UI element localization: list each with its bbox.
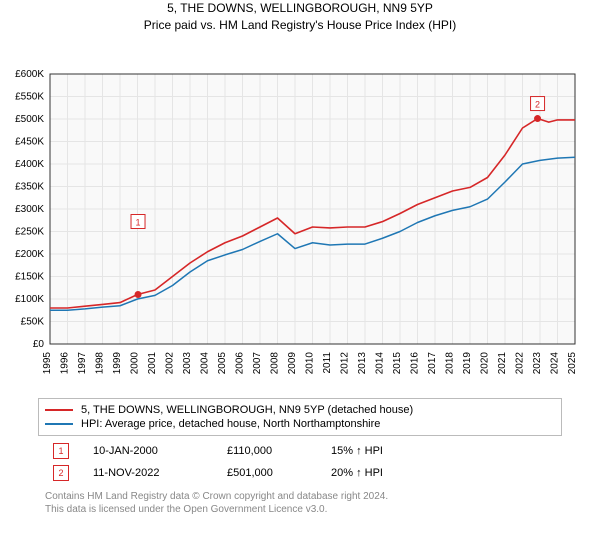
svg-text:1: 1 — [136, 217, 141, 227]
attribution: Contains HM Land Registry data © Crown c… — [37, 490, 563, 516]
svg-text:2000: 2000 — [130, 351, 141, 374]
svg-text:£450K: £450K — [15, 136, 44, 147]
svg-text:2020: 2020 — [480, 351, 491, 374]
svg-text:2016: 2016 — [410, 351, 421, 374]
chart-title-address: 5, THE DOWNS, WELLINGBOROUGH, NN9 5YP — [0, 0, 600, 17]
sale-price: £110,000 — [227, 445, 307, 457]
svg-text:£350K: £350K — [15, 181, 44, 192]
svg-text:2004: 2004 — [200, 351, 211, 374]
sale-delta: 15% ↑ HPI — [331, 445, 383, 457]
legend: 5, THE DOWNS, WELLINGBOROUGH, NN9 5YP (d… — [38, 398, 562, 436]
svg-text:£550K: £550K — [15, 91, 44, 102]
svg-text:1997: 1997 — [77, 351, 88, 374]
legend-swatch — [45, 423, 73, 425]
svg-text:1999: 1999 — [112, 351, 123, 374]
svg-text:2001: 2001 — [147, 351, 158, 374]
svg-text:2014: 2014 — [375, 351, 386, 374]
svg-text:2025: 2025 — [567, 351, 578, 374]
svg-text:2013: 2013 — [357, 351, 368, 374]
svg-text:£600K: £600K — [15, 69, 44, 80]
legend-item: 5, THE DOWNS, WELLINGBOROUGH, NN9 5YP (d… — [45, 403, 555, 417]
svg-text:2012: 2012 — [340, 351, 351, 374]
svg-text:2024: 2024 — [550, 351, 561, 374]
sale-delta: 20% ↑ HPI — [331, 467, 383, 479]
svg-text:2005: 2005 — [217, 351, 228, 374]
legend-swatch — [45, 409, 73, 411]
svg-text:£200K: £200K — [15, 249, 44, 260]
sale-date: 10-JAN-2000 — [93, 445, 203, 457]
svg-text:£500K: £500K — [15, 114, 44, 125]
svg-text:2017: 2017 — [427, 351, 438, 374]
marker-badge: 1 — [53, 443, 69, 459]
svg-text:2009: 2009 — [287, 351, 298, 374]
svg-text:£50K: £50K — [21, 316, 45, 327]
svg-text:£300K: £300K — [15, 204, 44, 215]
svg-text:1996: 1996 — [60, 351, 71, 374]
marker-badge: 2 — [53, 465, 69, 481]
chart-subtitle: Price paid vs. HM Land Registry's House … — [0, 17, 600, 34]
svg-text:2022: 2022 — [515, 351, 526, 374]
svg-text:2002: 2002 — [165, 351, 176, 374]
svg-text:2006: 2006 — [235, 351, 246, 374]
svg-text:2011: 2011 — [322, 351, 333, 373]
sale-price: £501,000 — [227, 467, 307, 479]
legend-label: HPI: Average price, detached house, Nort… — [81, 418, 380, 430]
legend-item: HPI: Average price, detached house, Nort… — [45, 417, 555, 431]
price-chart: £0 £50K £100K £150K £200K £250K £300K £350K £400… — [0, 34, 600, 394]
svg-text:2007: 2007 — [252, 351, 263, 374]
sale-events: 1 10-JAN-2000 £110,000 15% ↑ HPI 2 11-NO… — [45, 440, 555, 484]
attribution-line: This data is licensed under the Open Gov… — [45, 503, 555, 516]
sale-date: 11-NOV-2022 — [93, 467, 203, 479]
svg-text:1995: 1995 — [42, 351, 53, 374]
svg-text:2: 2 — [535, 99, 540, 109]
sale-row: 2 11-NOV-2022 £501,000 20% ↑ HPI — [45, 462, 555, 484]
svg-text:£150K: £150K — [15, 271, 44, 282]
legend-label: 5, THE DOWNS, WELLINGBOROUGH, NN9 5YP (d… — [81, 404, 413, 416]
svg-text:2019: 2019 — [462, 351, 473, 374]
sale-row: 1 10-JAN-2000 £110,000 15% ↑ HPI — [45, 440, 555, 462]
svg-text:2023: 2023 — [532, 351, 543, 374]
svg-text:£0: £0 — [33, 339, 45, 350]
svg-text:2008: 2008 — [270, 351, 281, 374]
svg-text:£250K: £250K — [15, 226, 44, 237]
svg-text:2010: 2010 — [305, 351, 316, 374]
svg-text:2021: 2021 — [497, 351, 508, 374]
svg-text:£100K: £100K — [15, 294, 44, 305]
svg-text:£400K: £400K — [15, 159, 44, 170]
svg-text:1998: 1998 — [95, 351, 106, 374]
svg-text:2015: 2015 — [392, 351, 403, 374]
attribution-line: Contains HM Land Registry data © Crown c… — [45, 490, 555, 503]
svg-text:2018: 2018 — [445, 351, 456, 374]
svg-text:2003: 2003 — [182, 351, 193, 374]
